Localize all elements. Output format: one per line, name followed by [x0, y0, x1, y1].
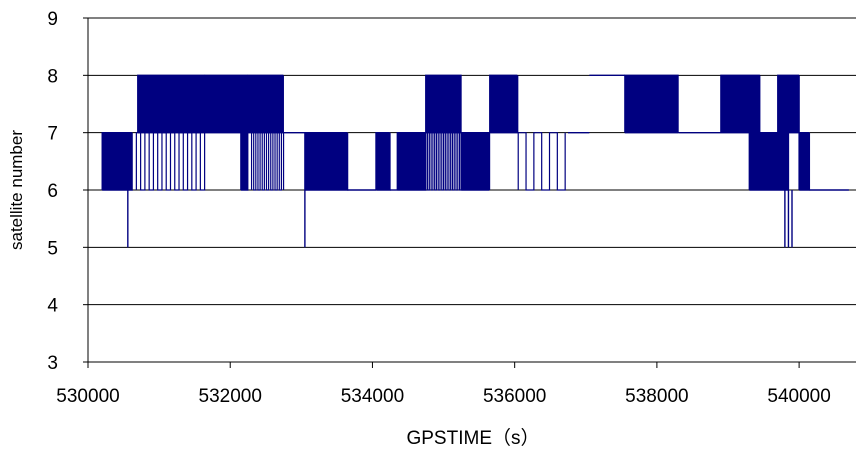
series-0-segment-25: [748, 131, 790, 191]
y-axis-label: satellite number: [7, 130, 26, 250]
series-0-segment-3: [135, 132, 206, 191]
x-tick-label-530000: 530000: [56, 386, 119, 407]
toggle-line: [101, 131, 133, 191]
series-0-segment-6: [247, 74, 284, 134]
x-tick-label-532000: 532000: [199, 386, 262, 407]
x-tick-label-540000: 540000: [767, 386, 830, 407]
x-axis-label: GPSTIME（s）: [406, 427, 539, 449]
toggle-line: [720, 74, 761, 134]
y-tick-label-7: 7: [47, 124, 58, 145]
series-0-segment-17: [460, 131, 491, 191]
series-0-segment-7: [250, 132, 285, 191]
series-0-segment-26: [777, 74, 800, 134]
series-0-segment-30: [798, 131, 811, 191]
series-0-segment-19: [517, 132, 566, 191]
toggle-line: [777, 74, 800, 134]
series-0-segment-10: [304, 131, 349, 191]
toggle-line: [489, 74, 519, 134]
toggle-line: [304, 131, 349, 191]
y-tick-label-5: 5: [47, 238, 58, 259]
toggle-line: [748, 131, 790, 191]
series-0-segment-5: [240, 131, 249, 191]
toggle-line: [624, 74, 679, 134]
x-tick-label-538000: 538000: [625, 386, 688, 407]
x-tick-label-536000: 536000: [483, 386, 546, 407]
series-0-segment-18: [489, 74, 519, 134]
series-0-segment-14: [396, 131, 427, 191]
toggle-line: [250, 132, 285, 191]
series-0-segment-0: [101, 131, 133, 191]
series-0-segment-16: [425, 132, 462, 191]
series-0-segment-12: [375, 131, 391, 191]
toggle-line: [396, 131, 427, 191]
series-0-segment-15: [425, 74, 462, 134]
toggle-line: [460, 131, 491, 191]
y-axis-ticks: 3 4 5 6 7 8 9: [47, 9, 88, 374]
series-0-segment-2: [137, 74, 206, 134]
toggle-line: [137, 74, 206, 134]
y-tick-label-9: 9: [47, 9, 58, 30]
series-0-segment-4: [204, 74, 249, 134]
series-0-segment-24: [720, 74, 761, 134]
toggle-line: [204, 74, 249, 134]
y-tick-label-8: 8: [47, 66, 58, 87]
toggle-line: [425, 74, 462, 134]
toggle-line: [240, 131, 249, 191]
series-layer: [101, 74, 849, 248]
y-tick-label-3: 3: [47, 353, 58, 374]
toggle-line: [798, 131, 811, 191]
toggle-line: [425, 132, 462, 191]
series-0-segment-22: [624, 74, 679, 134]
y-tick-label-6: 6: [47, 181, 58, 202]
y-tick-label-4: 4: [47, 296, 58, 317]
toggle-line: [247, 74, 284, 134]
toggle-line: [517, 132, 566, 191]
x-tick-label-534000: 534000: [341, 386, 404, 407]
toggle-line: [135, 132, 206, 191]
x-axis-ticks: 530000 532000 534000 536000 538000 540000: [56, 362, 831, 407]
toggle-line: [375, 131, 391, 191]
